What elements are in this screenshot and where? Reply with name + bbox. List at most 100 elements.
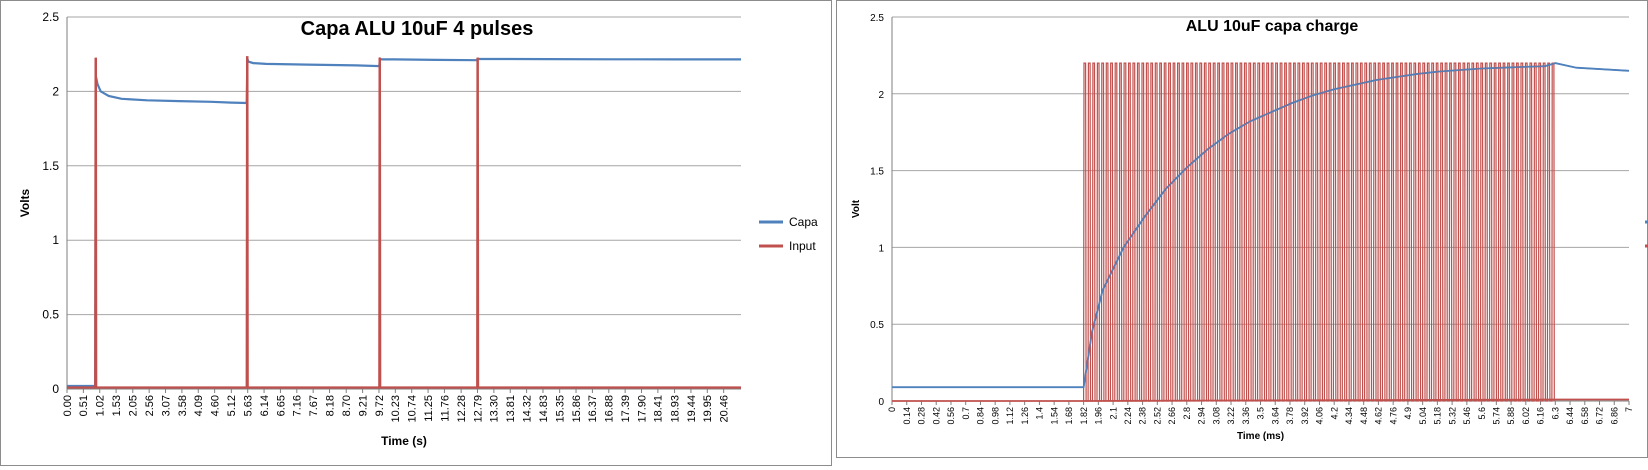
- x-tick-label: 4.34: [1344, 407, 1354, 425]
- x-tick-label: 5.12: [226, 395, 238, 416]
- x-tick-label: 8.70: [341, 395, 353, 416]
- y-axis-title: Volts: [18, 188, 32, 217]
- x-tick-label: 6.72: [1595, 407, 1605, 425]
- x-tick-label: 2.52: [1152, 407, 1162, 425]
- y-tick-label: 0.5: [42, 308, 59, 322]
- y-tick-label: 1.5: [42, 159, 59, 173]
- x-tick-label: 9.21: [357, 395, 369, 416]
- x-tick-label: 3.92: [1300, 407, 1310, 425]
- x-tick-label: 0.51: [78, 395, 90, 416]
- x-tick-label: 4.76: [1388, 407, 1398, 425]
- x-tick-label: 1.53: [111, 395, 123, 416]
- x-tick-label: 5.88: [1506, 407, 1516, 425]
- x-tick-label: 6.58: [1580, 407, 1590, 425]
- x-tick-label: 4.06: [1315, 407, 1325, 425]
- chart-panel-capa-4-pulses: 0 0.5 1 1.5 2 2.5 0.00 0.51 1.02 1.53 2.05 2.56 3.07…: [0, 0, 832, 466]
- x-tick-label: 6.02: [1521, 407, 1531, 425]
- x-tick-label: 4.62: [1374, 407, 1384, 425]
- x-tick-label: 19.95: [702, 395, 714, 423]
- x-tick-label: 12.28: [456, 395, 468, 423]
- x-tick-label: 5.18: [1433, 407, 1443, 425]
- x-tick-label: 16.37: [587, 395, 599, 423]
- x-tick-label: 5.63: [243, 395, 255, 416]
- x-tick-label: 2.56: [144, 395, 156, 416]
- x-tick-label: 16.88: [604, 395, 616, 423]
- y-tick-label: 0: [878, 397, 884, 408]
- y-tick-label: 1.5: [870, 167, 884, 178]
- x-tick-label: 3.5: [1256, 407, 1266, 420]
- x-tick-label: 6.65: [275, 395, 287, 416]
- x-tick-label: 2.24: [1123, 407, 1133, 425]
- y-tick-label: 1: [878, 243, 884, 254]
- x-tick-label: 5.32: [1447, 407, 1457, 425]
- x-tick-label: 3.07: [160, 395, 172, 416]
- x-tick-label: 2.66: [1167, 407, 1177, 425]
- x-tick-label: 4.60: [209, 395, 221, 416]
- x-tick-label: 6.44: [1565, 407, 1575, 425]
- x-tick-label: 14.83: [538, 395, 550, 423]
- x-tick-label: 4.9: [1403, 407, 1413, 420]
- x-tick-label: 3.58: [177, 395, 189, 416]
- input-pulse-train: [1083, 62, 1555, 402]
- x-tick-label: 2.1: [1108, 407, 1118, 420]
- x-tick-label: 7.67: [308, 395, 320, 416]
- x-tick-label: 5.04: [1418, 407, 1428, 425]
- x-tick-label: 0.28: [917, 407, 927, 425]
- x-tick-label: 13.81: [505, 395, 517, 423]
- y-tick-label: 2: [878, 90, 884, 101]
- x-tick-label: 13.30: [489, 395, 501, 423]
- legend-label-0: Capa: [789, 215, 818, 229]
- x-tick-label: 1.02: [95, 395, 107, 416]
- x-tick-label: 4.09: [193, 395, 205, 416]
- series-line-1: [67, 56, 741, 389]
- chart-title: ALU 10uF capa charge: [1186, 18, 1359, 35]
- x-tick-label: 17.90: [636, 395, 648, 423]
- chart-canvas-right: 0 0.5 1 1.5 2 2.5 0 0.14 0.28 0.42 0.56 0.7 0.84 0.98…: [851, 13, 1648, 442]
- y-tick-label: 0.5: [870, 320, 884, 331]
- x-tick-label: 12.79: [472, 395, 484, 423]
- x-tick-label: 18.93: [669, 395, 681, 423]
- x-tick-label: 3.22: [1226, 407, 1236, 425]
- x-tick-label: 20.46: [719, 395, 731, 423]
- y-tick-label: 2.5: [870, 13, 884, 24]
- x-tick-label: 5.74: [1491, 407, 1501, 425]
- y-tick-label: 2: [52, 84, 59, 98]
- chart-title: Capa ALU 10uF 4 pulses: [301, 18, 534, 40]
- y-tick-label: 2.5: [42, 10, 59, 24]
- x-tick-label: 6.3: [1550, 407, 1560, 420]
- x-tick-label: 15.35: [555, 395, 567, 423]
- x-tick-label: 14.32: [521, 395, 533, 423]
- x-tick-label: 0.42: [931, 407, 941, 425]
- x-tick-label: 0.7: [961, 407, 971, 420]
- x-tick-label: 9.72: [374, 395, 386, 416]
- x-tick-label: 1.96: [1094, 407, 1104, 425]
- series-line-0: [67, 57, 741, 388]
- x-tick-label: 0.14: [902, 407, 912, 425]
- x-tick-label: 11.25: [423, 395, 435, 422]
- x-tick-label: 1.82: [1079, 407, 1089, 425]
- x-tick-label: 6.14: [259, 395, 271, 416]
- x-tick-label: 5.46: [1462, 407, 1472, 425]
- x-tick-label: 2.94: [1197, 407, 1207, 425]
- x-tick-label: 3.64: [1270, 407, 1280, 425]
- x-tick-label: 10.23: [390, 395, 402, 423]
- x-axis-title: Time (ms): [1237, 431, 1284, 442]
- x-tick-label: 19.44: [686, 395, 698, 423]
- x-tick-label: 4.48: [1359, 407, 1369, 425]
- x-tick-label: 7: [1624, 407, 1634, 412]
- x-tick-label: 0.56: [946, 407, 956, 425]
- x-tick-label: 8.18: [324, 395, 336, 416]
- x-tick-label: 18.41: [653, 395, 665, 423]
- chart-panel-capa-charge: 0 0.5 1 1.5 2 2.5 0 0.14 0.28 0.42 0.56 0.7 0.84 0.98…: [836, 0, 1648, 458]
- x-tick-label: 0.98: [990, 407, 1000, 425]
- y-tick-label: 0: [52, 382, 59, 396]
- x-tick-label: 2.8: [1182, 407, 1192, 420]
- x-tick-label: 10.74: [407, 395, 419, 423]
- legend-label-1: Input: [789, 239, 816, 253]
- x-tick-label: 2.38: [1138, 407, 1148, 425]
- x-tick-label: 0: [887, 407, 897, 412]
- x-tick-label: 3.08: [1211, 407, 1221, 425]
- x-tick-label: 5.6: [1477, 407, 1487, 420]
- x-tick-label: 11.76: [439, 395, 451, 422]
- y-tick-label: 1: [52, 233, 59, 247]
